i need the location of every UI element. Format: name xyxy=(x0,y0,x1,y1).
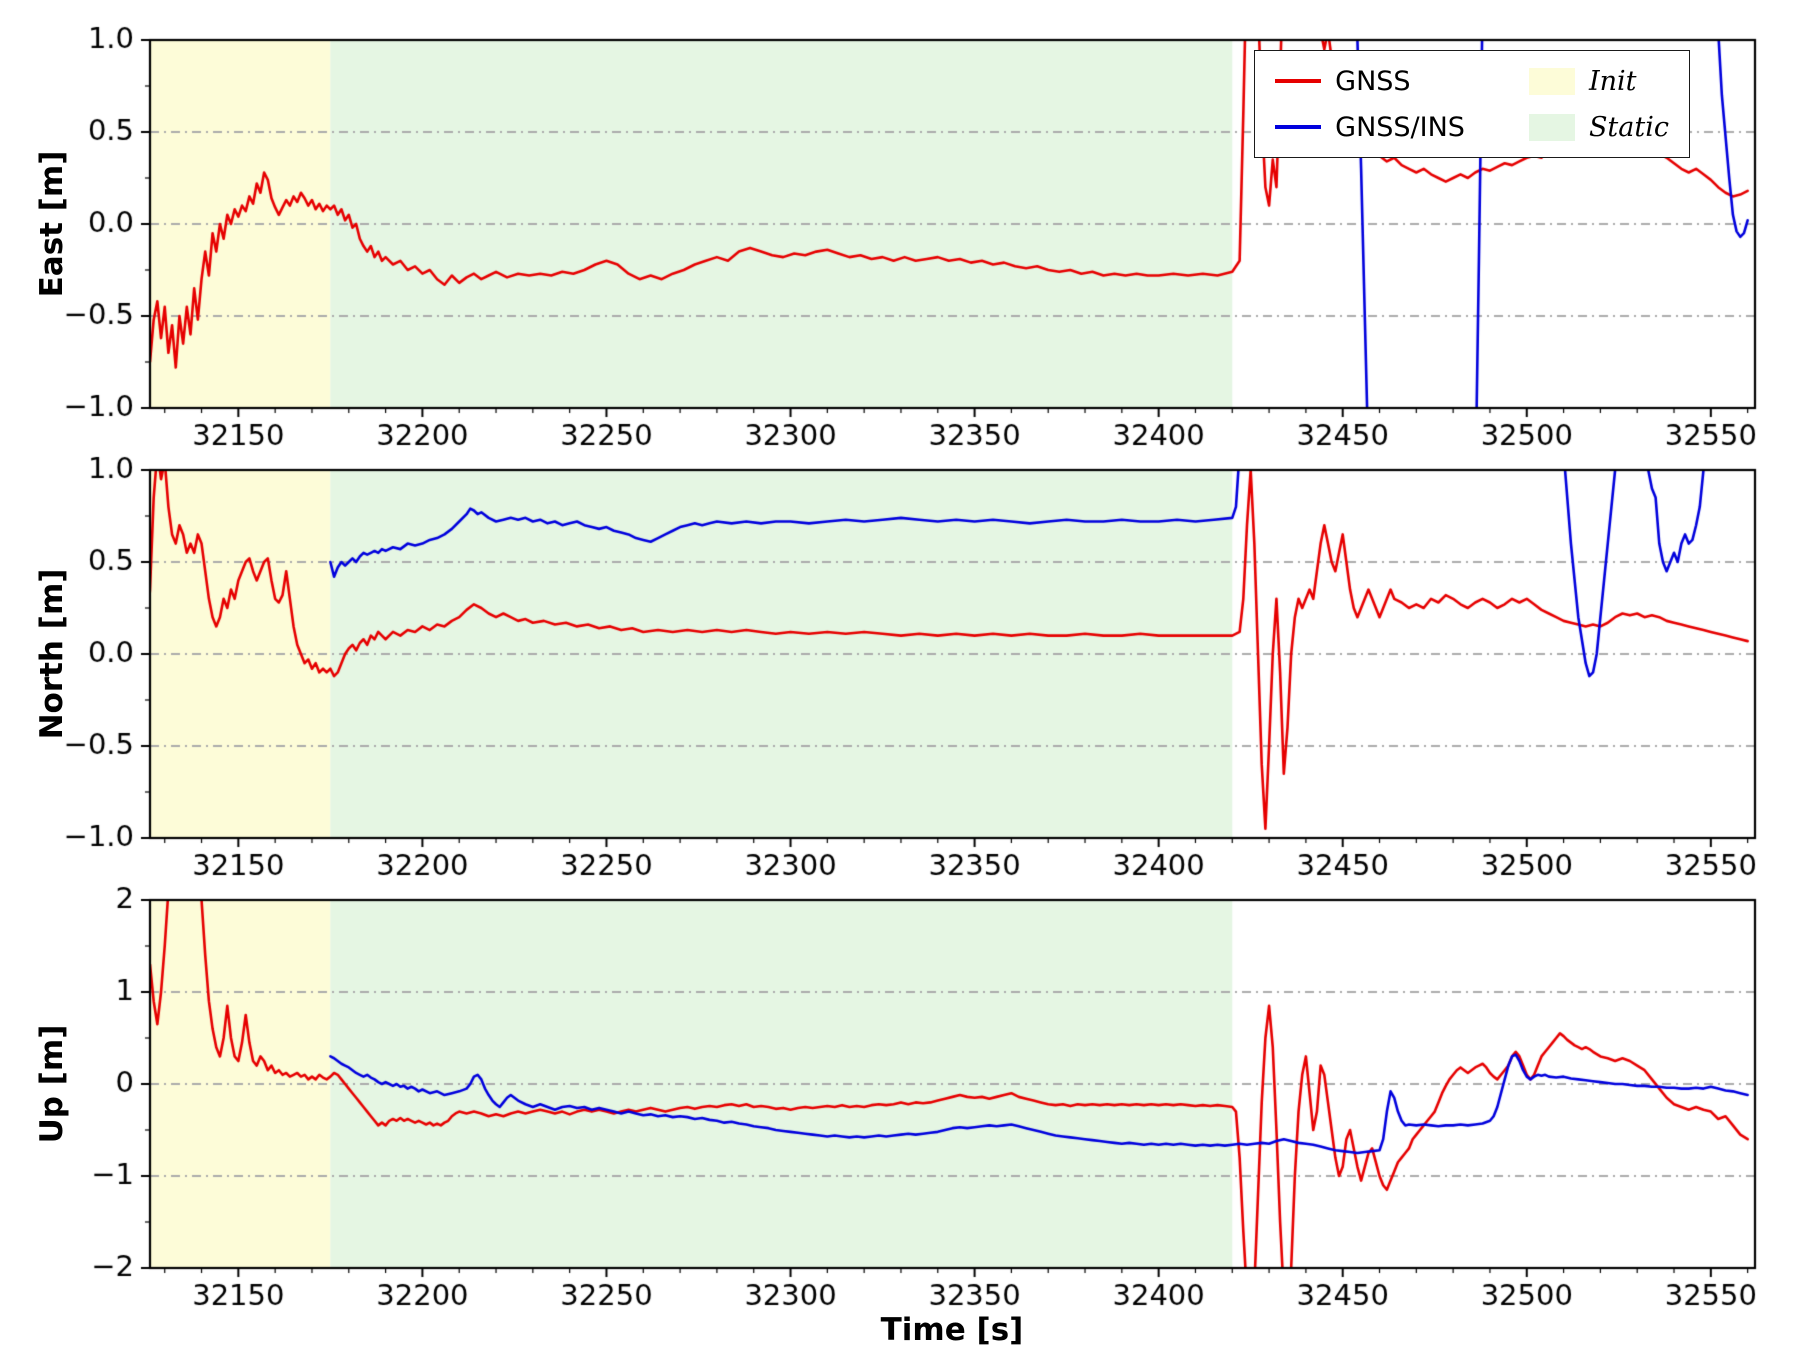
legend-label-static: Static xyxy=(1588,111,1669,143)
legend-item-static: Static xyxy=(1528,107,1669,147)
legend: GNSS GNSS/INS Init Static xyxy=(1254,50,1690,158)
legend-item-gnss-ins: GNSS/INS xyxy=(1275,107,1465,147)
legend-label-gnss-ins: GNSS/INS xyxy=(1335,111,1465,143)
legend-label-gnss: GNSS xyxy=(1335,65,1411,97)
legend-item-init: Init xyxy=(1528,61,1669,101)
init-patch-swatch xyxy=(1528,67,1575,95)
legend-label-init: Init xyxy=(1588,65,1637,97)
gnss-ins-line-swatch xyxy=(1275,125,1322,129)
x-axis-label: Time [s] xyxy=(880,1312,1024,1348)
y-axis-label-east: East [m] xyxy=(34,150,70,298)
static-patch-swatch xyxy=(1528,113,1575,141)
y-axis-label-up: Up [m] xyxy=(34,1024,70,1144)
y-axis-label-north: North [m] xyxy=(34,568,70,740)
gnss-line-swatch xyxy=(1275,79,1322,83)
legend-item-gnss: GNSS xyxy=(1275,61,1465,101)
